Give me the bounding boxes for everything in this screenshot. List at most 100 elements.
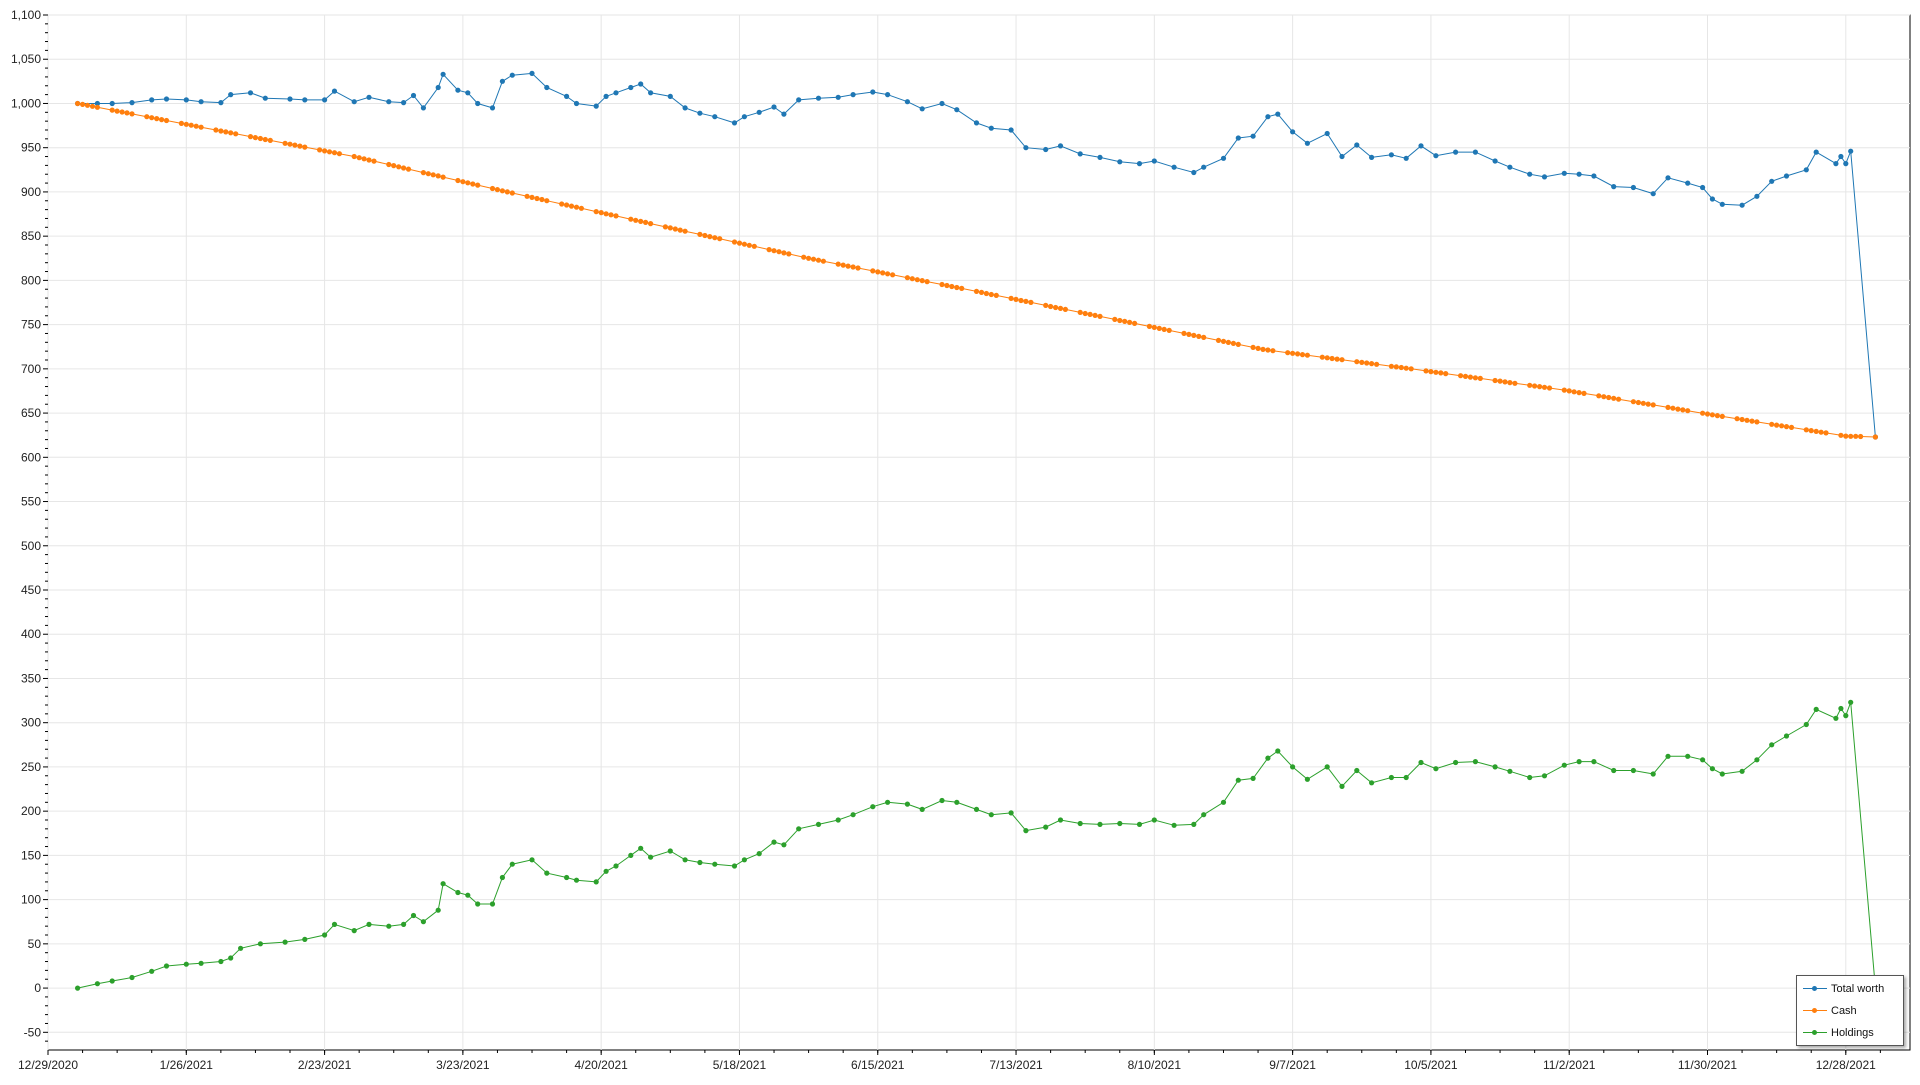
data-point-cash [351, 153, 357, 160]
x-tick-label: 4/20/2021 [574, 1058, 628, 1072]
data-point-cash [361, 156, 367, 162]
y-tick-label: 600 [21, 450, 41, 464]
data-point-total-worth [1324, 130, 1330, 137]
data-point-cash [568, 203, 575, 209]
data-point-total-worth [1290, 129, 1296, 135]
data-point-cash [1260, 346, 1266, 352]
data-point-cash [919, 278, 925, 284]
data-point-holdings [440, 881, 446, 887]
data-point-cash [1670, 405, 1676, 411]
series-cash [75, 100, 1878, 440]
data-point-total-worth [1665, 175, 1671, 181]
data-point-total-worth [94, 100, 100, 107]
data-point-total-worth [1709, 196, 1715, 202]
data-point-holdings [1265, 755, 1271, 761]
axes: -50 0 50 100 150 200 250 300 350 400 450 500 550 600 6… [11, 8, 1881, 1072]
data-point-total-worth [1541, 174, 1548, 180]
data-point-cash [1438, 370, 1444, 376]
data-point-total-worth [904, 99, 911, 105]
data-point-holdings [1339, 783, 1345, 790]
data-point-holdings [1369, 780, 1375, 786]
data-point-cash [1225, 339, 1231, 345]
data-point-holdings [1023, 828, 1029, 834]
data-point-total-worth [1265, 114, 1271, 120]
data-point-cash [840, 262, 846, 268]
data-point-cash [465, 180, 471, 186]
data-point-holdings [499, 874, 505, 881]
data-point-cash [257, 135, 263, 142]
data-point-total-worth [850, 92, 856, 98]
data-point-total-worth [509, 72, 515, 78]
data-point-cash [282, 140, 288, 146]
data-point-cash [1566, 388, 1572, 394]
data-point-cash [1295, 351, 1301, 357]
data-point-cash [1774, 422, 1780, 428]
data-point-cash [1092, 312, 1098, 318]
data-point-total-worth [1275, 111, 1281, 117]
data-point-total-worth [1235, 135, 1241, 141]
data-point-holdings [366, 921, 372, 928]
data-point-cash [524, 193, 530, 199]
data-point-holdings [628, 852, 634, 859]
data-point-holdings [1843, 713, 1849, 719]
data-point-total-worth [183, 97, 189, 103]
data-point-holdings [1507, 768, 1513, 774]
data-point-cash [1823, 430, 1829, 436]
data-point-total-worth [593, 103, 599, 109]
data-point-total-worth [1838, 153, 1844, 160]
data-point-cash [159, 117, 165, 123]
data-point-total-worth [973, 120, 980, 126]
data-point-holdings [351, 928, 357, 934]
data-point-holdings [149, 968, 155, 974]
data-point-total-worth [163, 96, 170, 102]
data-point-total-worth [331, 88, 338, 94]
data-point-cash [1398, 364, 1404, 371]
data-point-total-worth [1418, 143, 1424, 149]
data-point-holdings [919, 806, 925, 813]
data-point-total-worth [1650, 191, 1656, 197]
data-point-cash [1675, 406, 1681, 412]
data-point-cash [267, 137, 273, 143]
data-point-cash [890, 272, 896, 278]
data-point-cash [228, 130, 234, 136]
data-point-total-worth [420, 105, 426, 111]
data-point-total-worth [1433, 153, 1439, 159]
data-point-holdings [1418, 759, 1424, 766]
data-point-total-worth [1700, 184, 1706, 191]
x-tick-label: 11/30/2021 [1678, 1058, 1737, 1072]
data-point-holdings [1117, 820, 1123, 827]
data-point-total-worth [1591, 173, 1597, 179]
data-point-holdings [435, 907, 441, 913]
data-point-cash [1023, 298, 1029, 304]
data-point-cash [223, 129, 229, 135]
data-point-holdings [1700, 757, 1706, 763]
data-point-total-worth [1250, 133, 1256, 139]
data-point-cash [1319, 354, 1325, 360]
data-point-cash [1581, 390, 1587, 396]
data-point-holdings [1403, 774, 1409, 781]
data-point-holdings [870, 804, 876, 810]
data-point-cash [1053, 304, 1059, 311]
data-point-cash [1156, 325, 1162, 331]
x-tick-label: 11/2/2021 [1543, 1058, 1596, 1072]
data-point-total-worth [1043, 146, 1049, 153]
series-total-worth [75, 70, 1878, 440]
data-point-cash [1166, 327, 1172, 333]
data-point-total-worth [1077, 151, 1083, 157]
data-point-cash [149, 115, 155, 121]
data-point-cash [356, 155, 362, 161]
data-point-holdings [1739, 768, 1745, 774]
data-point-cash [1299, 352, 1306, 358]
data-point-total-worth [1843, 161, 1849, 167]
data-point-total-worth [1388, 152, 1394, 158]
data-point-cash [978, 289, 985, 295]
data-point-cash [1853, 433, 1859, 439]
data-point-total-worth [435, 84, 441, 91]
data-point-holdings [282, 939, 288, 945]
data-point-holdings [1191, 821, 1197, 828]
y-tick-label: -50 [24, 1025, 42, 1039]
y-tick-label: 400 [21, 627, 41, 641]
data-point-holdings [1813, 706, 1819, 713]
y-tick-label: 300 [21, 716, 41, 730]
